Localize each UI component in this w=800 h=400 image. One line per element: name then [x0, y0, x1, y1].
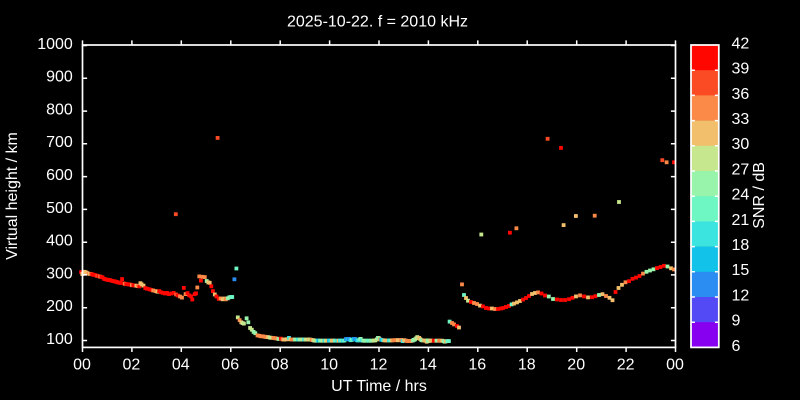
- svg-text:12: 12: [732, 287, 750, 304]
- svg-text:00: 00: [73, 356, 91, 373]
- svg-text:06: 06: [221, 356, 239, 373]
- svg-text:18: 18: [518, 356, 536, 373]
- svg-text:6: 6: [732, 338, 741, 355]
- svg-text:600: 600: [46, 167, 73, 184]
- svg-text:Virtual height / km: Virtual height / km: [4, 132, 21, 260]
- svg-text:15: 15: [732, 262, 750, 279]
- svg-text:16: 16: [468, 356, 486, 373]
- svg-text:08: 08: [271, 356, 289, 373]
- svg-text:500: 500: [46, 200, 73, 217]
- svg-text:21: 21: [732, 212, 750, 229]
- svg-text:400: 400: [46, 233, 73, 250]
- svg-text:33: 33: [732, 111, 750, 128]
- svg-text:14: 14: [419, 356, 437, 373]
- svg-text:02: 02: [123, 356, 141, 373]
- svg-text:18: 18: [732, 237, 750, 254]
- svg-text:200: 200: [46, 298, 73, 315]
- svg-text:2025-10-22. f = 2010 kHz: 2025-10-22. f = 2010 kHz: [287, 14, 468, 31]
- svg-text:12: 12: [370, 356, 388, 373]
- svg-text:04: 04: [172, 356, 190, 373]
- svg-text:SNR / dB: SNR / dB: [751, 162, 768, 229]
- svg-text:100: 100: [46, 331, 73, 348]
- svg-text:10: 10: [320, 356, 338, 373]
- svg-text:22: 22: [617, 356, 635, 373]
- svg-text:1000: 1000: [37, 36, 73, 53]
- svg-text:00: 00: [666, 356, 684, 373]
- svg-text:9: 9: [732, 313, 741, 330]
- svg-text:900: 900: [46, 69, 73, 86]
- svg-text:700: 700: [46, 134, 73, 151]
- svg-text:39: 39: [732, 61, 750, 78]
- svg-text:300: 300: [46, 265, 73, 282]
- svg-text:27: 27: [732, 161, 750, 178]
- svg-text:800: 800: [46, 102, 73, 119]
- svg-text:20: 20: [567, 356, 585, 373]
- svg-text:UT Time / hrs: UT Time / hrs: [331, 378, 427, 395]
- svg-text:42: 42: [732, 35, 750, 52]
- svg-text:36: 36: [732, 86, 750, 103]
- svg-text:30: 30: [732, 136, 750, 153]
- svg-text:24: 24: [732, 187, 750, 204]
